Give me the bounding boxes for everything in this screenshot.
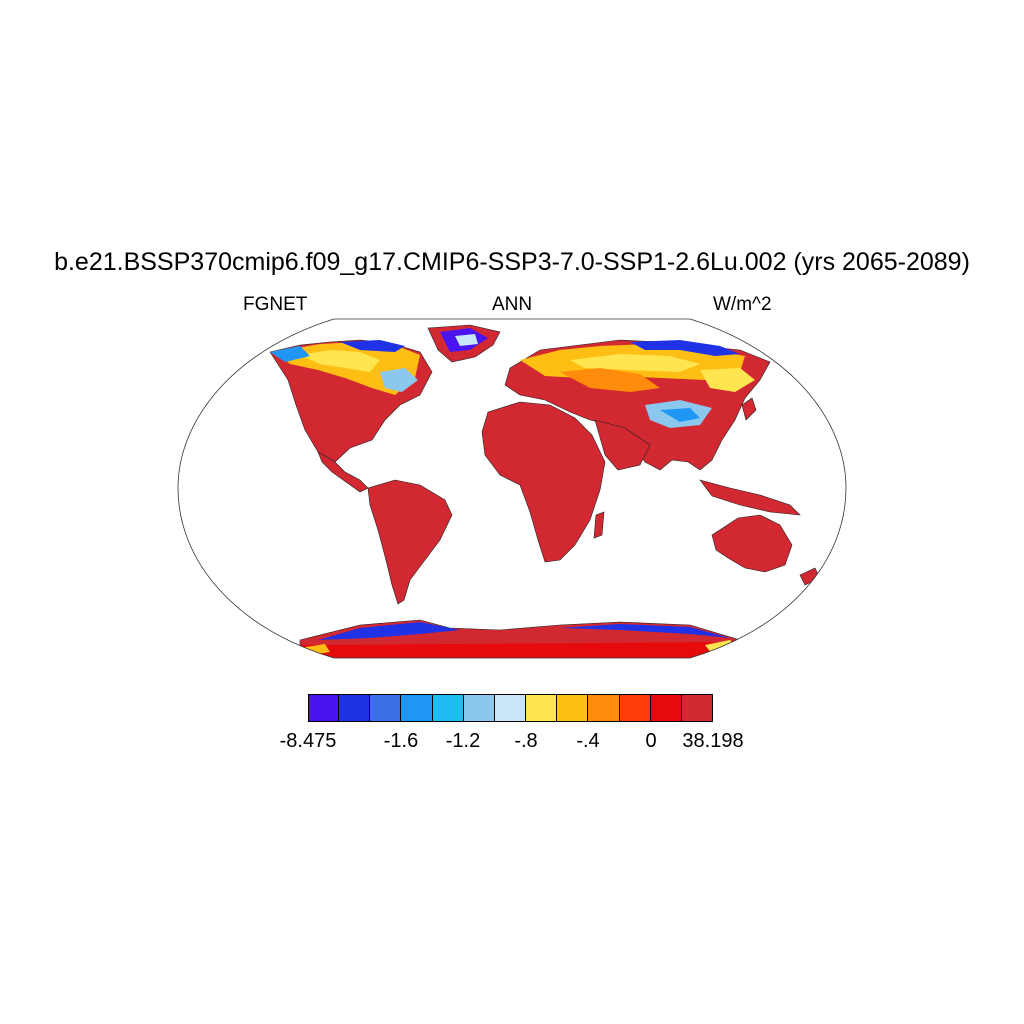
australia — [711, 514, 793, 573]
colorbar-swatch — [526, 694, 558, 722]
japan — [741, 397, 757, 421]
colorbar-swatch — [681, 694, 713, 722]
colorbar-swatch — [432, 694, 464, 722]
colorbar-label: 38.198 — [682, 730, 744, 752]
colorbar-swatch — [494, 694, 527, 722]
new-zealand — [799, 567, 821, 586]
colorbar-swatch — [308, 694, 340, 722]
colorbar-swatch — [370, 694, 402, 722]
season-label: ANN — [491, 294, 533, 315]
colorbar-swatch — [557, 694, 589, 722]
units-label: W/m^2 — [713, 294, 772, 315]
plot-title: b.e21.BSSP370cmip6.f09_g17.CMIP6-SSP3-7.… — [54, 248, 970, 276]
colorbar-label: -8.475 — [279, 730, 337, 752]
variable-label: FGNET — [243, 294, 308, 315]
map-content — [269, 324, 821, 658]
arabia — [594, 419, 651, 471]
colorbar-swatch — [339, 694, 371, 722]
arctic-anomalies — [270, 328, 755, 428]
colorbar-label: -.4 — [576, 730, 600, 752]
africa — [481, 401, 606, 563]
colorbar-swatch — [401, 694, 433, 722]
colorbar-swatch — [619, 694, 651, 722]
maritime-continent — [699, 479, 801, 516]
madagascar — [593, 511, 605, 539]
colorbar-swatch — [463, 694, 495, 722]
colorbar-label: -.8 — [514, 730, 538, 752]
central-america — [317, 451, 369, 493]
colorbar-swatch — [588, 694, 620, 722]
map-outline — [177, 318, 847, 659]
colorbar-swatch — [650, 694, 682, 722]
south-america — [367, 479, 453, 605]
colorbar-label: 0 — [645, 730, 657, 752]
colorbar-label: -1.6 — [383, 730, 419, 752]
colorbar-label: -1.2 — [445, 730, 481, 752]
